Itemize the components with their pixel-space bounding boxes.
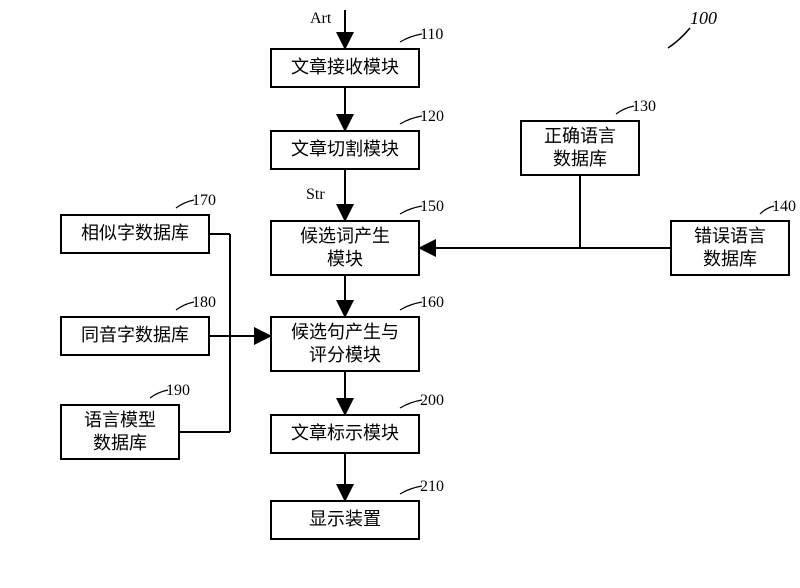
ref-150: 150 (420, 198, 444, 216)
node-candidate-sentence-score: 候选句产生与 评分模块 (270, 316, 420, 372)
node-article-cut: 文章切割模块 (270, 130, 420, 170)
ref-110: 110 (420, 26, 443, 44)
ref-120: 120 (420, 108, 444, 126)
ref-210: 210 (420, 478, 444, 496)
node-display-device: 显示装置 (270, 500, 420, 540)
input-art-label: Art (310, 10, 331, 28)
ref-190: 190 (166, 382, 190, 400)
system-ref-label: 100 (690, 8, 717, 29)
node-language-model-db: 语言模型 数据库 (60, 404, 180, 460)
node-similar-char-db: 相似字数据库 (60, 214, 210, 254)
node-homophone-db: 同音字数据库 (60, 316, 210, 356)
node-error-lang-db: 错误语言 数据库 (670, 220, 790, 276)
ref-170: 170 (192, 192, 216, 210)
mid-str-label: Str (306, 186, 325, 204)
node-candidate-word-gen: 候选词产生 模块 (270, 220, 420, 276)
ref-160: 160 (420, 294, 444, 312)
node-article-receive: 文章接收模块 (270, 48, 420, 88)
ref-200: 200 (420, 392, 444, 410)
ref-130: 130 (632, 98, 656, 116)
ref-180: 180 (192, 294, 216, 312)
node-correct-lang-db: 正确语言 数据库 (520, 120, 640, 176)
node-article-mark: 文章标示模块 (270, 414, 420, 454)
ref-140: 140 (772, 198, 796, 216)
